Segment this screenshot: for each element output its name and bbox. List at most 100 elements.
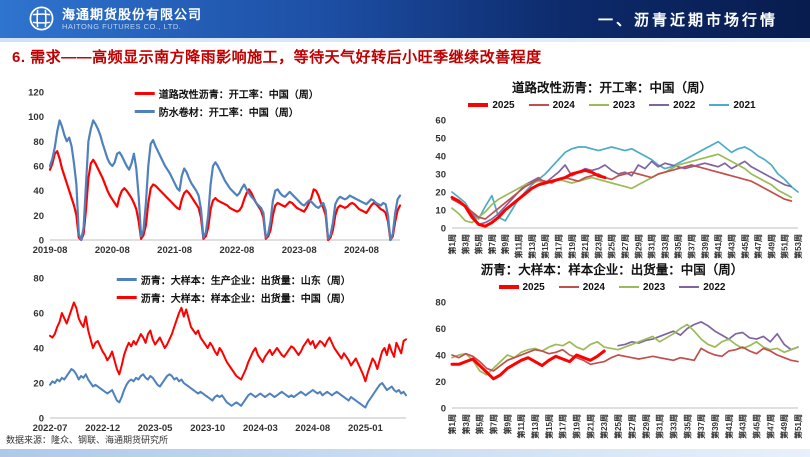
- x-tick-label: 第37周: [687, 234, 697, 259]
- y-tick-label: 0: [441, 224, 446, 235]
- y-tick-label: 40: [33, 186, 44, 197]
- legend-swatch: [558, 285, 579, 289]
- x-tick-label: 2024-08: [344, 245, 379, 256]
- legend-item: 2025: [468, 100, 515, 111]
- logo: 海通期货股份有限公司 HAITONG FUTURES CO., LTD.: [28, 5, 202, 32]
- x-tick-label: 第41周: [724, 414, 734, 439]
- x-tick-label: 2023-10: [190, 423, 225, 434]
- y-tick-label: 100: [28, 112, 44, 123]
- legend-swatch: [134, 92, 155, 95]
- y-tick-label: 80: [435, 298, 446, 309]
- x-tick-label: 第21周: [585, 414, 595, 439]
- legend-swatch: [528, 103, 549, 107]
- legend-swatch: [468, 103, 489, 107]
- legend-item: 道路改性沥青：开工率：中国（周）: [134, 86, 319, 101]
- legend: 2025 2024 2023 2022: [418, 278, 806, 296]
- y-tick-label: 40: [435, 152, 446, 163]
- logo-company-name-en: HAITONG FUTURES CO., LTD.: [62, 21, 182, 31]
- x-tick-label: 第19周: [567, 234, 577, 259]
- x-tick-label: 第1周: [447, 414, 457, 434]
- x-tick-label: 第7周: [487, 234, 497, 254]
- x-tick-label: 第27周: [620, 234, 630, 259]
- x-tick-label: 第1周: [447, 234, 457, 254]
- chart-shipment-seasonal: 沥青：大样本：样本企业：出货量：中国（周） 2025 2024 2023 2022 0 20…: [418, 262, 806, 448]
- legend-swatch: [709, 103, 730, 107]
- legend-item: 2024: [528, 99, 575, 111]
- y-tick-label: 0: [441, 404, 446, 415]
- x-tick-label: 第3周: [461, 414, 471, 434]
- header-bar: 海通期货股份有限公司 HAITONG FUTURES CO., LTD. 一、沥…: [0, 0, 810, 38]
- x-tick-label: 第13周: [530, 414, 540, 439]
- x-tick-label: 第39周: [710, 414, 720, 439]
- chart-operating-rate-history: 道路改性沥青：开工率：中国（周） 防水卷材：开工率：中国（周） 0 20 40 60 80 1…: [16, 82, 408, 260]
- x-tick-label: 第5周: [475, 414, 485, 434]
- x-tick-label: 第29周: [633, 234, 643, 259]
- legend-swatch: [116, 296, 137, 299]
- x-tick-label: 第23周: [599, 414, 609, 439]
- legend-item: 2024: [558, 281, 605, 293]
- x-tick-label: 第19周: [572, 414, 582, 439]
- legend-item: 沥青：大样本：生产企业：出货量：山东（周）: [116, 272, 351, 287]
- x-tick-label: 2022-08: [219, 245, 254, 256]
- x-tick-label: 第17周: [553, 234, 563, 259]
- y-tick-label: 20: [435, 377, 446, 388]
- y-tick-label: 60: [33, 162, 44, 173]
- legend-swatch: [619, 285, 639, 289]
- series-line: [617, 321, 799, 351]
- y-tick-label: 20: [33, 211, 44, 222]
- x-tick-label: 第35周: [682, 414, 692, 439]
- series-line: [451, 346, 799, 372]
- legend-label: 防水卷材：开工率：中国（周）: [158, 108, 299, 119]
- x-tick-label: 第35周: [673, 234, 683, 259]
- legend-item: 2022: [649, 100, 695, 111]
- legend-item: 2025: [498, 281, 545, 293]
- x-tick-label: 2024-03: [243, 423, 278, 434]
- legend-item: 2023: [619, 282, 665, 293]
- series-line: [49, 368, 407, 409]
- x-tick-label: 第17周: [558, 414, 568, 439]
- legend-swatch: [588, 103, 609, 107]
- y-tick-label: 0: [39, 414, 44, 425]
- legend-label: 沥青：大样本：生产企业：出货量：山东（周）: [140, 276, 351, 287]
- legend: 沥青：大样本：生产企业：出货量：山东（周） 沥青：大样本：样本企业：出货量：中国（…: [116, 272, 351, 305]
- y-tick-label: 40: [435, 351, 446, 362]
- x-tick-label: 2020-08: [95, 245, 130, 256]
- chart-plot: 0 10 20 30 40 50 60 第1周 第3周 第5周 第7周 第9周 第11周 第13周 第15周…: [435, 116, 803, 259]
- x-tick-label: 第11周: [514, 234, 524, 258]
- series-line: [450, 168, 607, 228]
- x-tick-label: 第15周: [540, 234, 550, 259]
- x-tick-label: 第37周: [696, 414, 706, 439]
- x-tick-label: 第51周: [793, 414, 803, 439]
- y-tick-label: 60: [33, 309, 44, 320]
- x-tick-label: 第33周: [660, 234, 670, 259]
- x-tick-label: 第43周: [726, 234, 736, 259]
- chart-shipment-history: 沥青：大样本：生产企业：出货量：山东（周） 沥青：大样本：样本企业：出货量：中国（…: [16, 268, 414, 438]
- chart-plot: 0 20 40 60 80 2022-07 2022-12 2023-05 2023-10 202…: [33, 274, 407, 434]
- y-tick-label: 50: [435, 134, 446, 145]
- y-tick-label: 40: [33, 344, 44, 355]
- x-tick-label: 第49周: [779, 414, 789, 439]
- x-tick-label: 2022-12: [85, 423, 120, 434]
- x-tick-label: 第29周: [641, 414, 651, 439]
- legend-label: 2023: [643, 281, 666, 293]
- x-tick-label: 第45周: [740, 234, 750, 259]
- legend: 道路改性沥青：开工率：中国（周） 防水卷材：开工率：中国（周）: [134, 86, 319, 119]
- x-tick-label: 第25周: [607, 234, 617, 259]
- x-tick-label: 第41周: [713, 234, 723, 259]
- y-tick-label: 0: [39, 236, 44, 247]
- legend-item: 2021: [709, 99, 756, 111]
- x-tick-label: 第23周: [593, 234, 603, 259]
- legend-swatch: [134, 110, 155, 113]
- legend-label: 2021: [733, 99, 756, 111]
- chart-operating-rate-seasonal: 道路改性沥青：开工率：中国（周） 2025 2024 2023 2022 2021 0 10 2…: [418, 80, 806, 268]
- legend-label: 2024: [582, 281, 605, 293]
- series-line: [451, 164, 793, 220]
- legend-label: 沥青：大样本：样本企业：出货量：中国（周）: [140, 294, 351, 305]
- y-tick-label: 30: [435, 170, 446, 181]
- logo-company-name: 海通期货股份有限公司: [62, 6, 203, 22]
- x-tick-label: 2025-01: [348, 423, 384, 434]
- legend-label: 2023: [612, 99, 636, 111]
- legend-label: 2025: [522, 281, 545, 293]
- legend-label: 2024: [552, 99, 575, 111]
